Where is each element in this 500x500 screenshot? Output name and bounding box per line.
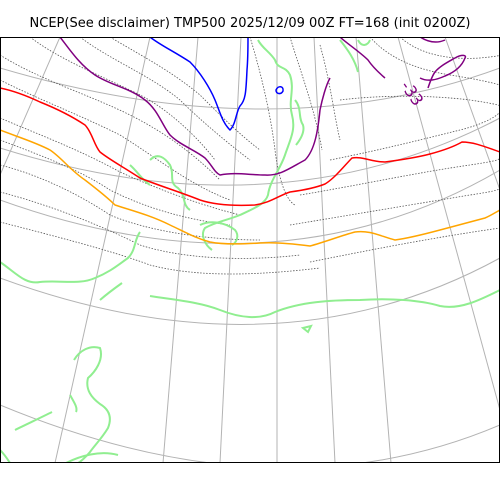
isotherm-blue (149, 37, 249, 132)
isotherm-blue-small (275, 86, 284, 95)
map-title: NCEP(See disclaimer) TMP500 2025/12/09 0… (29, 16, 471, 31)
coastlines (0, 39, 500, 463)
graticule-meridians (0, 37, 500, 463)
isotherm-purple-east (339, 37, 386, 79)
isotherm-purple (59, 37, 331, 176)
isotherms-dotted (0, 37, 500, 275)
map-frame (0, 37, 500, 463)
isotherm-purple-top (419, 37, 446, 43)
isotherm-orange (0, 129, 500, 247)
graticule-parallels (0, 67, 500, 463)
isotherm-purple-ne (419, 54, 467, 89)
isotherm-red (0, 87, 500, 207)
contour-label: -33 (397, 77, 428, 109)
